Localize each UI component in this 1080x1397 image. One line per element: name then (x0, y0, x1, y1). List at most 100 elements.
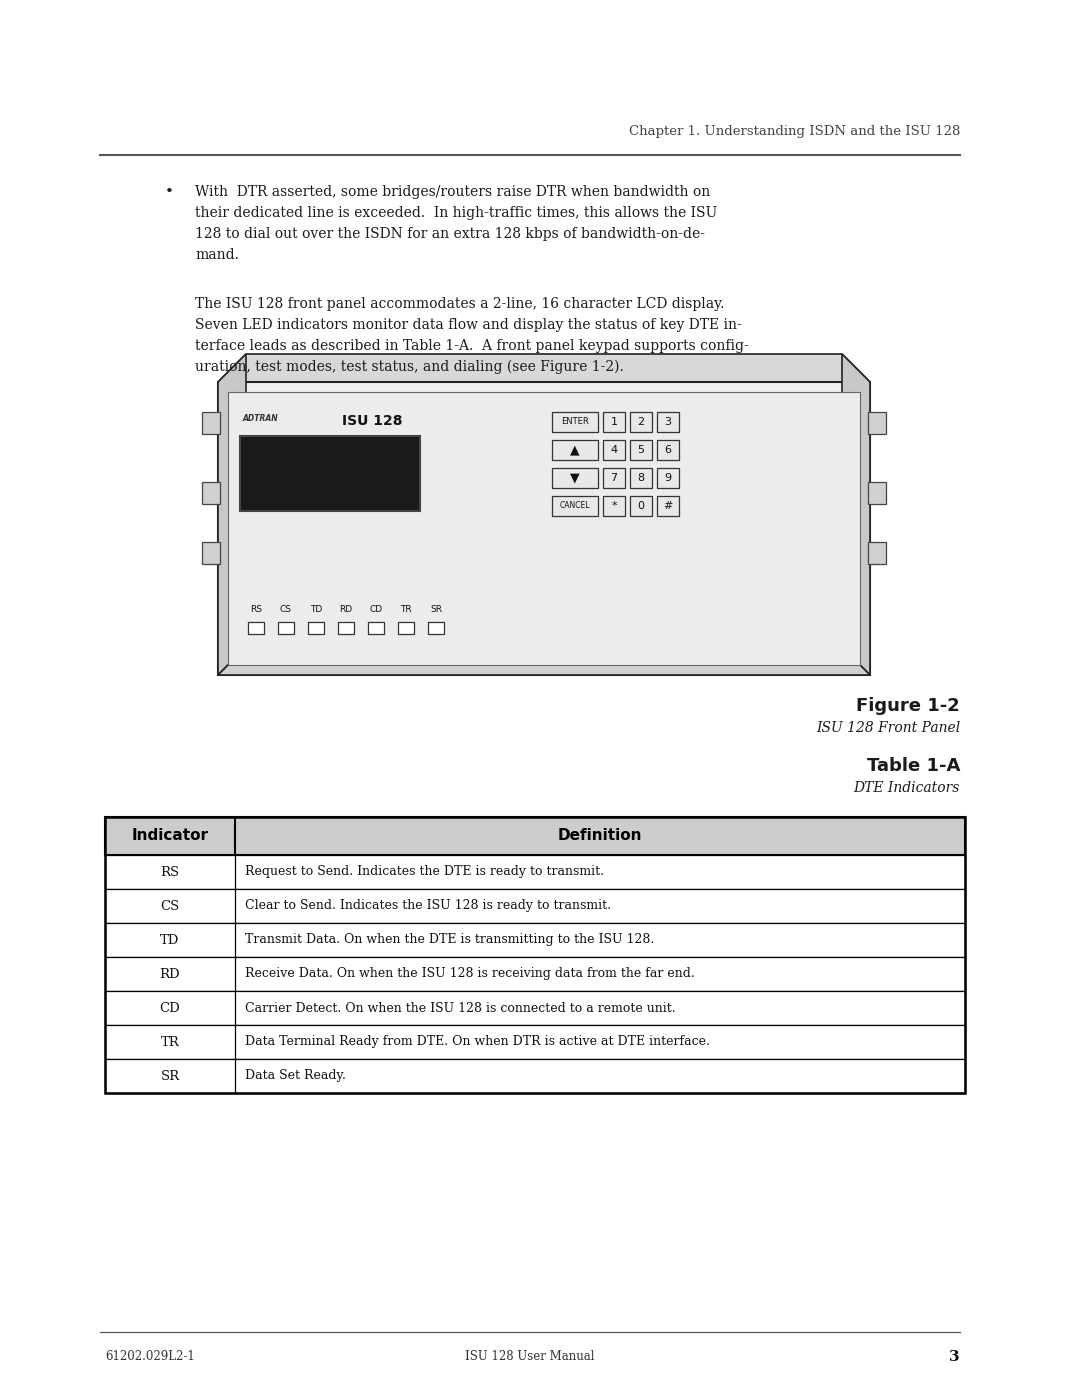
Bar (218, 381, 870, 675)
Bar (603, 468, 625, 488)
Text: ISU 128: ISU 128 (341, 414, 402, 427)
Text: Clear to Send. Indicates the ISU 128 is ready to transmit.: Clear to Send. Indicates the ISU 128 is … (245, 900, 611, 912)
Text: Request to Send. Indicates the DTE is ready to transmit.: Request to Send. Indicates the DTE is re… (245, 866, 604, 879)
Text: RS: RS (249, 605, 262, 615)
Bar (868, 412, 886, 434)
Text: Chapter 1. Understanding ISDN and the ISU 128: Chapter 1. Understanding ISDN and the IS… (629, 124, 960, 138)
Bar (105, 990, 966, 1025)
Text: 8: 8 (637, 474, 645, 483)
Bar (428, 622, 444, 634)
Bar (278, 622, 294, 634)
Text: ▲: ▲ (570, 443, 580, 457)
Text: ADTRAN: ADTRAN (242, 414, 278, 423)
Bar (630, 468, 652, 488)
Text: 4: 4 (610, 446, 618, 455)
Text: ISU 128 Front Panel: ISU 128 Front Panel (815, 721, 960, 735)
Bar (399, 622, 414, 634)
Text: Data Terminal Ready from DTE. On when DTR is active at DTE interface.: Data Terminal Ready from DTE. On when DT… (245, 1035, 710, 1049)
Bar (105, 888, 966, 923)
Text: 1: 1 (610, 416, 618, 427)
Text: Receive Data. On when the ISU 128 is receiving data from the far end.: Receive Data. On when the ISU 128 is rec… (245, 968, 694, 981)
Text: CS: CS (160, 900, 179, 912)
Text: Transmit Data. On when the DTE is transmitting to the ISU 128.: Transmit Data. On when the DTE is transm… (245, 933, 654, 947)
Bar (202, 482, 220, 504)
Bar (603, 496, 625, 515)
Text: 0: 0 (637, 502, 645, 511)
Text: ENTER: ENTER (562, 418, 589, 426)
Bar (552, 468, 598, 488)
Polygon shape (218, 353, 870, 381)
Text: 5: 5 (637, 446, 645, 455)
Text: SR: SR (161, 1070, 179, 1083)
Text: 9: 9 (664, 474, 672, 483)
Bar (657, 496, 679, 515)
Bar (868, 482, 886, 504)
Text: 6: 6 (664, 446, 672, 455)
Bar (105, 1059, 966, 1092)
Text: #: # (663, 502, 673, 511)
Text: Definition: Definition (557, 828, 643, 844)
Bar (868, 542, 886, 564)
Bar (552, 440, 598, 460)
Bar (657, 440, 679, 460)
Text: TR: TR (161, 1035, 179, 1049)
Bar (202, 412, 220, 434)
Text: 7: 7 (610, 474, 618, 483)
Text: 128 to dial out over the ISDN for an extra 128 kbps of bandwidth-on-de-: 128 to dial out over the ISDN for an ext… (195, 226, 705, 242)
Bar (630, 412, 652, 432)
Bar (105, 817, 966, 1092)
Text: TD: TD (310, 605, 322, 615)
Bar (105, 1025, 966, 1059)
Polygon shape (218, 353, 246, 675)
Bar (308, 622, 324, 634)
Text: RS: RS (161, 866, 179, 879)
Text: CANCEL: CANCEL (559, 502, 591, 510)
Bar (657, 468, 679, 488)
Text: The ISU 128 front panel accommodates a 2-line, 16 character LCD display.: The ISU 128 front panel accommodates a 2… (195, 298, 725, 312)
Bar (202, 542, 220, 564)
Text: Data Set Ready.: Data Set Ready. (245, 1070, 346, 1083)
Text: 3: 3 (664, 416, 672, 427)
Bar (338, 622, 354, 634)
Bar (630, 440, 652, 460)
Text: SR: SR (430, 605, 442, 615)
Text: With  DTR asserted, some bridges/routers raise DTR when bandwidth on: With DTR asserted, some bridges/routers … (195, 184, 711, 198)
Bar (248, 622, 264, 634)
Bar (105, 817, 966, 855)
Bar (240, 436, 420, 511)
Polygon shape (842, 353, 870, 675)
Polygon shape (218, 647, 870, 675)
Text: DTE Indicators: DTE Indicators (853, 781, 960, 795)
Text: 3: 3 (949, 1350, 960, 1363)
Bar (105, 855, 966, 888)
Text: *: * (611, 502, 617, 511)
Text: RD: RD (339, 605, 352, 615)
Bar (228, 393, 860, 665)
Bar (105, 923, 966, 957)
Text: ▼: ▼ (570, 472, 580, 485)
Bar (603, 412, 625, 432)
Text: Seven LED indicators monitor data flow and display the status of key DTE in-: Seven LED indicators monitor data flow a… (195, 319, 742, 332)
Bar (657, 412, 679, 432)
Bar (105, 957, 966, 990)
Text: TD: TD (160, 933, 179, 947)
Text: RD: RD (160, 968, 180, 981)
Text: Carrier Detect. On when the ISU 128 is connected to a remote unit.: Carrier Detect. On when the ISU 128 is c… (245, 1002, 676, 1014)
Bar (630, 496, 652, 515)
Text: ISU 128 User Manual: ISU 128 User Manual (465, 1350, 595, 1363)
Text: CD: CD (160, 1002, 180, 1014)
Text: •: • (165, 184, 174, 198)
Text: CS: CS (280, 605, 292, 615)
Text: Indicator: Indicator (132, 828, 208, 844)
Bar (552, 496, 598, 515)
Bar (552, 412, 598, 432)
Text: 2: 2 (637, 416, 645, 427)
Text: Table 1-A: Table 1-A (866, 757, 960, 775)
Text: uration, test modes, test status, and dialing (see Figure 1-2).: uration, test modes, test status, and di… (195, 360, 624, 374)
Bar (603, 440, 625, 460)
Text: 61202.029L2-1: 61202.029L2-1 (105, 1350, 194, 1363)
Bar (368, 622, 384, 634)
Text: CD: CD (369, 605, 382, 615)
Text: TR: TR (401, 605, 411, 615)
Text: mand.: mand. (195, 249, 239, 263)
